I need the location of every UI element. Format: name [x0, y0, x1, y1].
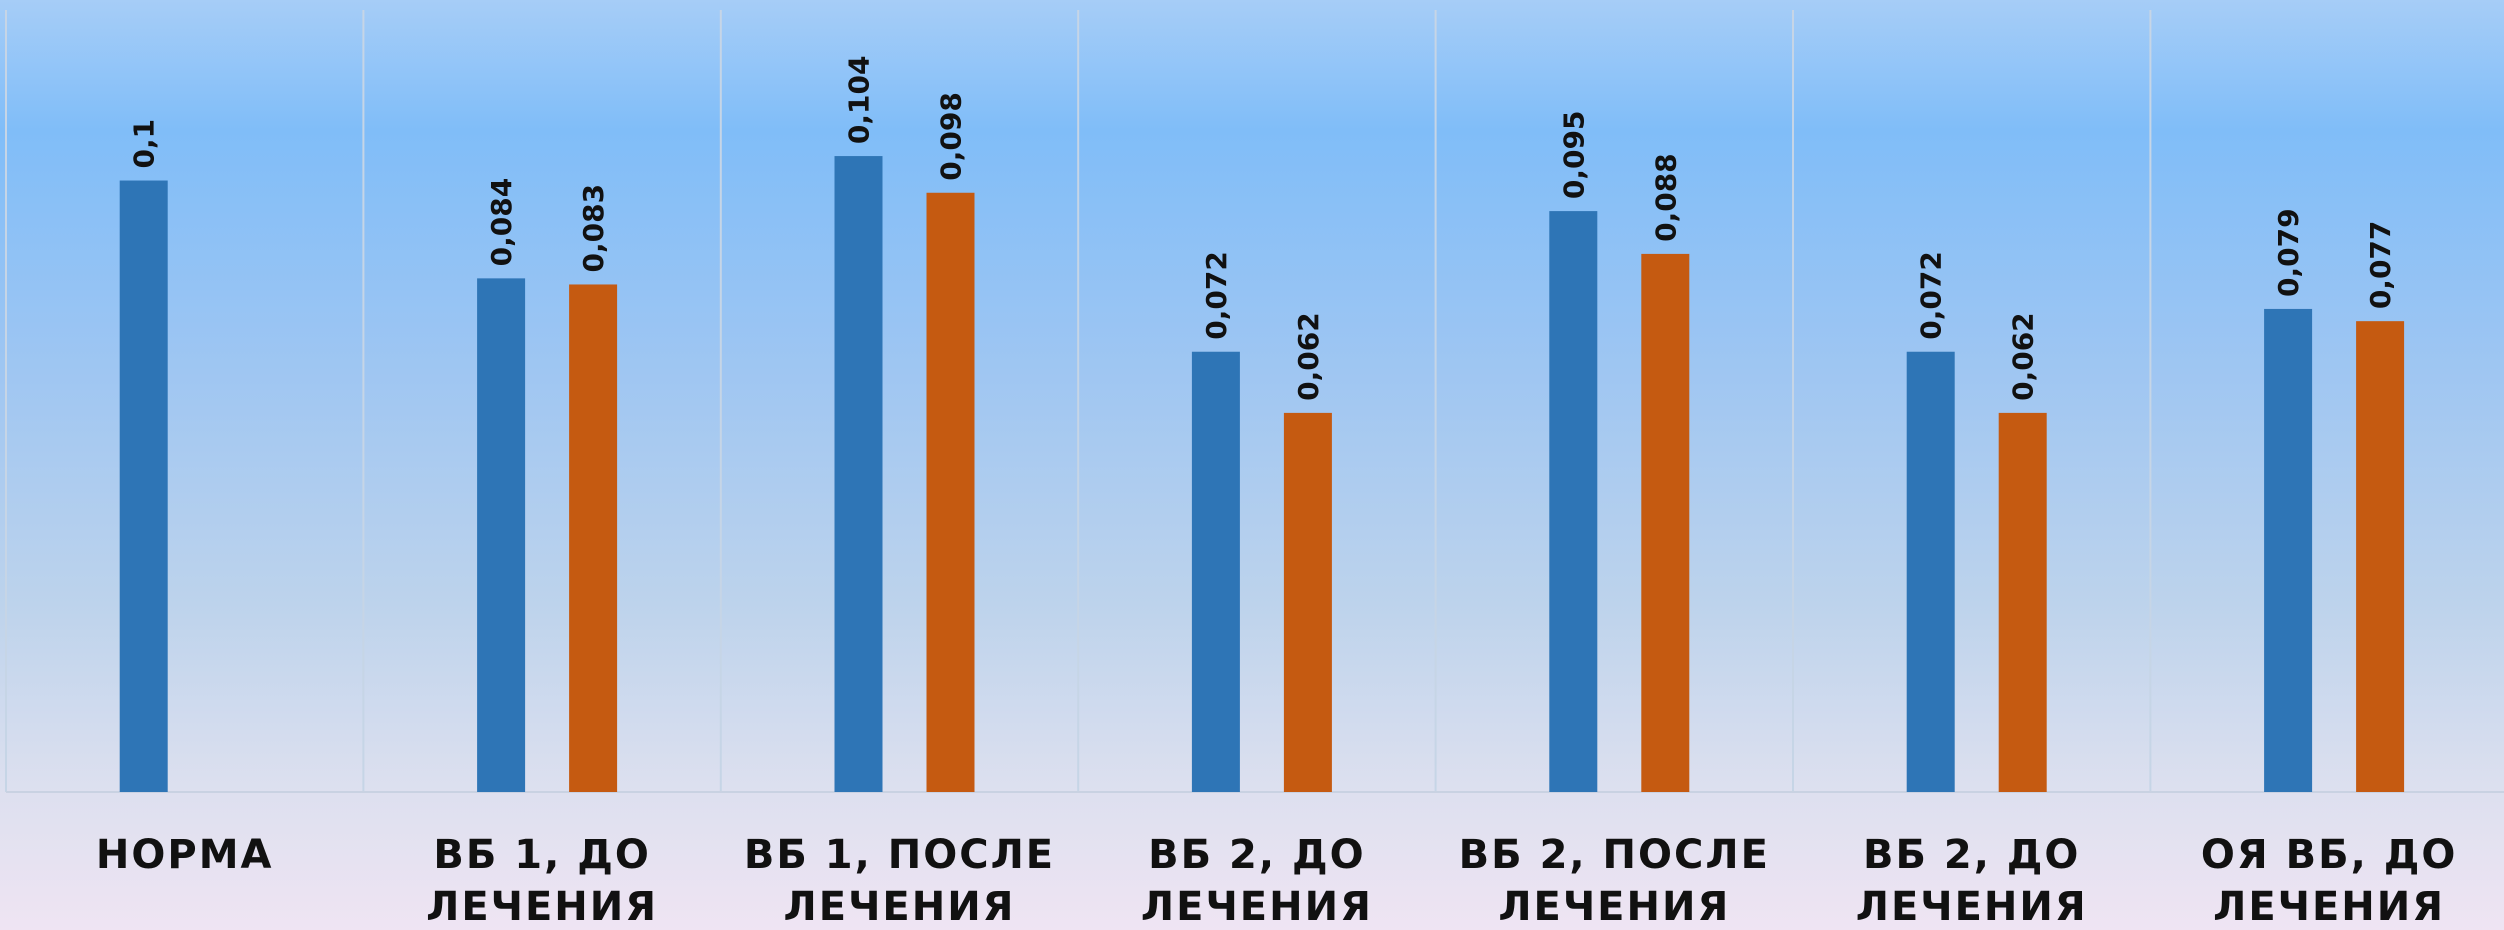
- bar-series1: [834, 156, 883, 793]
- bar-series1: [119, 180, 168, 792]
- data-label: 0,104: [843, 55, 876, 144]
- x-tick-label: НОРМА: [96, 832, 274, 878]
- x-tick-label: ЛЕЧЕНИЯ: [2213, 884, 2445, 930]
- bar-series2: [926, 192, 975, 792]
- x-tick-label: ЛЕЧЕНИЯ: [426, 884, 658, 930]
- x-tick-label: ЛЕЧЕНИЯ: [1141, 884, 1373, 930]
- x-tick-label: ВБ 1, ДО: [433, 832, 650, 878]
- data-label: 0,088: [1649, 153, 1682, 242]
- bar-series2: [1998, 412, 2047, 792]
- data-label: 0,072: [1200, 251, 1233, 340]
- data-label: 0,062: [1292, 312, 1325, 401]
- x-tick-label: ЛЕЧЕНИЯ: [784, 884, 1016, 930]
- bar-series2: [2356, 321, 2405, 792]
- data-label: 0,095: [1557, 111, 1590, 200]
- bar-series1: [477, 278, 526, 793]
- data-label: 0,072: [1915, 251, 1948, 340]
- data-label: 0,062: [2007, 312, 2040, 401]
- data-label: 0,079: [2272, 208, 2305, 297]
- data-label: 0,098: [935, 92, 968, 181]
- x-tick-label: ВБ 2, ДО: [1148, 832, 1365, 878]
- bar-series1: [1549, 211, 1598, 792]
- x-tick-label: ЛЕЧЕНИЯ: [1856, 884, 2088, 930]
- x-tick-label: ЛЕЧЕНИЯ: [1498, 884, 1730, 930]
- x-tick-label: ВБ 2, ДО: [1863, 832, 2080, 878]
- bar-series1: [2264, 308, 2313, 792]
- x-tick-label: ВБ 2, ПОСЛЕ: [1459, 832, 1770, 878]
- data-label: 0,077: [2364, 221, 2397, 310]
- data-label: 0,083: [577, 184, 610, 273]
- data-label: 0,1: [128, 119, 161, 169]
- bar-series2: [1283, 412, 1332, 792]
- bar-series1: [1191, 351, 1240, 792]
- x-tick-label: ОЯ ВБ, ДО: [2201, 832, 2457, 878]
- x-tick-label: ВБ 1, ПОСЛЕ: [744, 832, 1055, 878]
- bar-series2: [569, 284, 618, 792]
- bar-series1: [1906, 351, 1955, 792]
- data-label: 0,084: [485, 178, 518, 267]
- bar-series2: [1641, 253, 1690, 793]
